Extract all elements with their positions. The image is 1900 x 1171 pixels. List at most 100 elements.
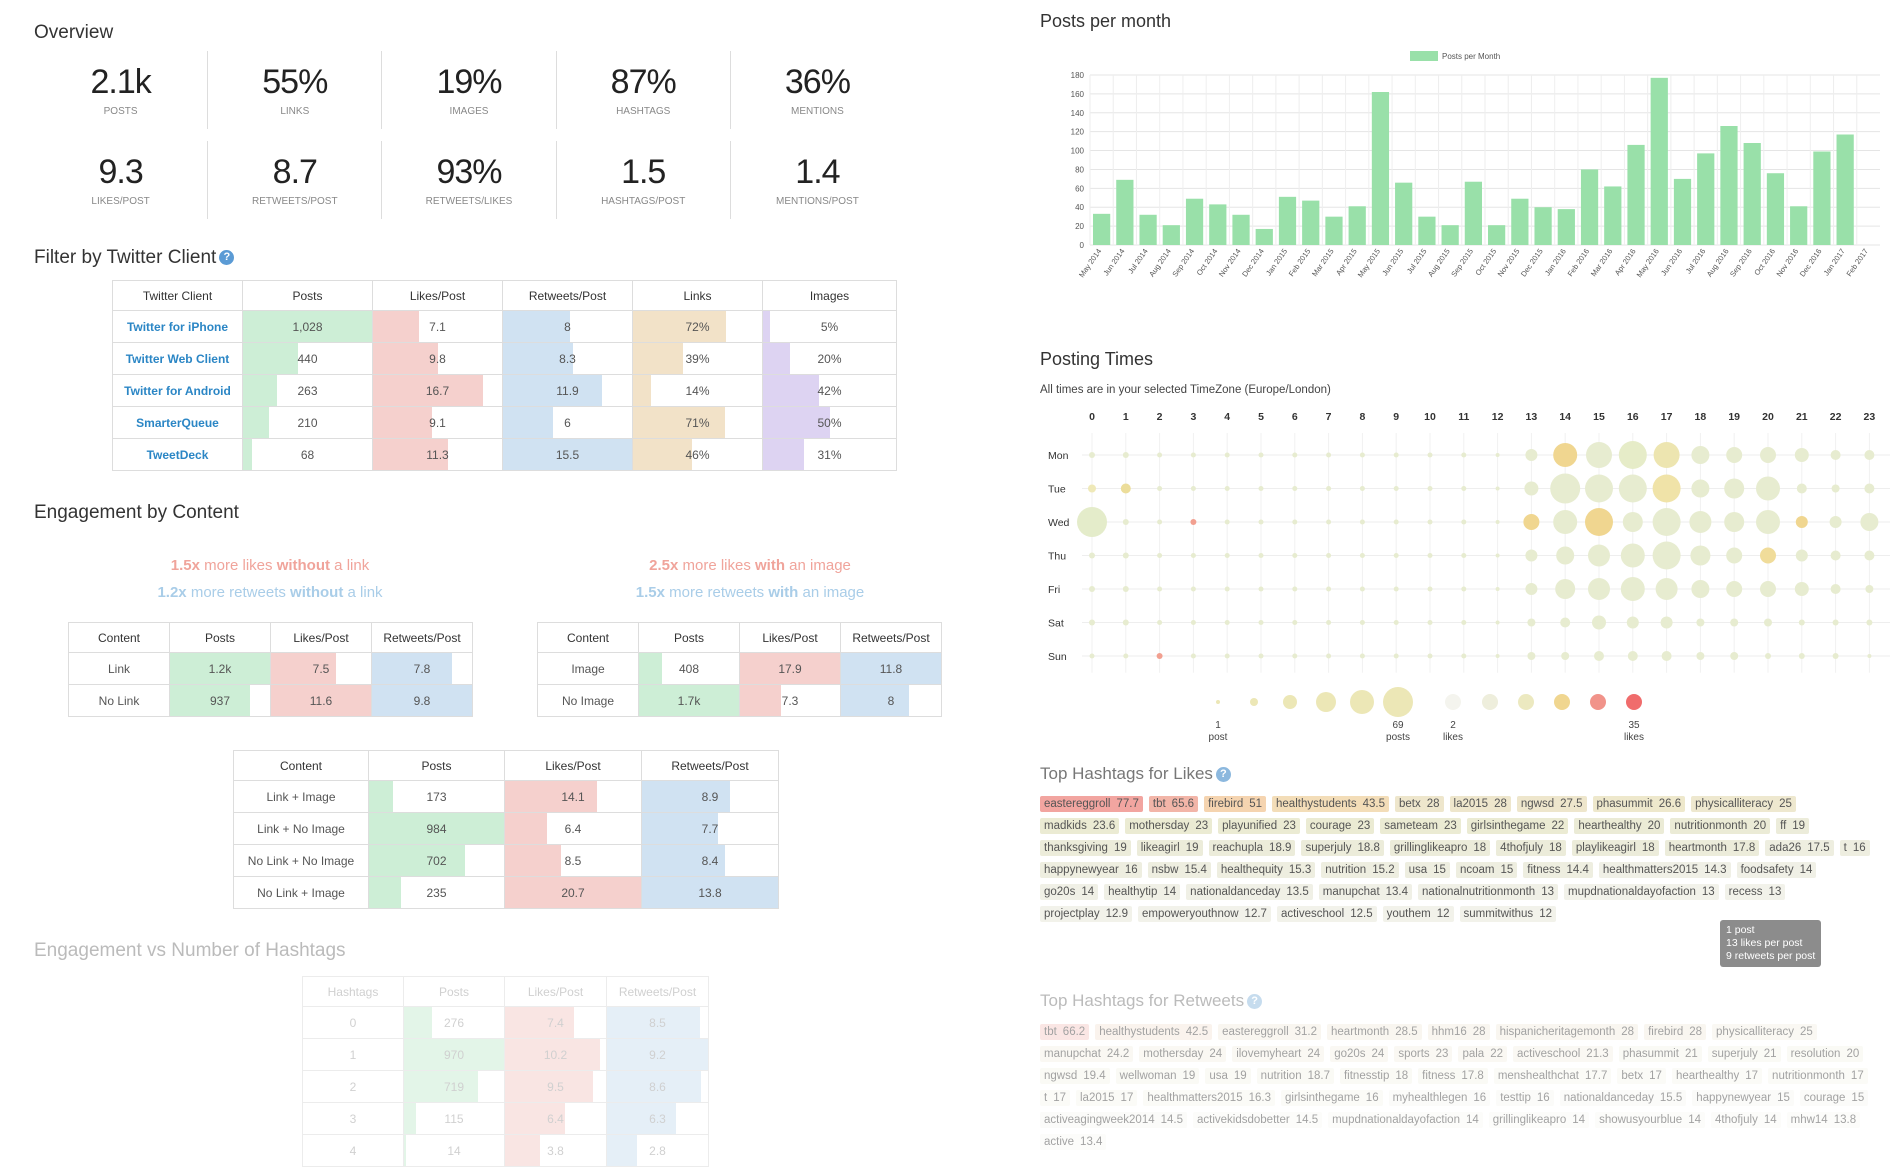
hashtag-chip[interactable]: foodsafety 14 bbox=[1736, 862, 1817, 878]
column-header[interactable]: Retweets/Post bbox=[840, 622, 942, 653]
column-header[interactable]: Twitter Client bbox=[112, 280, 243, 311]
hashtag-chip[interactable]: fitness 17.8 bbox=[1418, 1068, 1488, 1084]
hashtag-chip[interactable]: go20s 24 bbox=[1330, 1046, 1389, 1062]
hashtag-chip[interactable]: tbt 66.2 bbox=[1040, 1024, 1090, 1040]
hashtag-chip[interactable]: tbt 65.6 bbox=[1148, 796, 1199, 812]
hashtag-chip[interactable]: nutritionmonth 20 bbox=[1670, 818, 1771, 834]
column-header[interactable]: Content bbox=[537, 622, 639, 653]
column-header[interactable]: Posts bbox=[403, 976, 505, 1007]
hashtag-chip[interactable]: activeschool 21.3 bbox=[1513, 1046, 1613, 1062]
client-link[interactable]: TweetDeck bbox=[112, 438, 243, 471]
column-header[interactable]: Likes/Post bbox=[739, 622, 841, 653]
hashtag-chip[interactable]: grillinglikeapro 14 bbox=[1488, 1112, 1590, 1128]
hashtag-chip[interactable]: manupchat 24.2 bbox=[1040, 1046, 1134, 1062]
hashtag-chip[interactable]: grillinglikeapro 18 bbox=[1389, 840, 1491, 856]
hashtag-chip[interactable]: eastereggroll 31.2 bbox=[1218, 1024, 1322, 1040]
hashtag-chip[interactable]: ngwsd 19.4 bbox=[1040, 1068, 1110, 1084]
hashtag-chip[interactable]: usa 19 bbox=[1205, 1068, 1251, 1084]
hashtag-chip[interactable]: happynewyear 15 bbox=[1692, 1090, 1794, 1106]
hashtag-chip[interactable]: nutrition 18.7 bbox=[1256, 1068, 1334, 1084]
column-header[interactable]: Retweets/Post bbox=[371, 622, 473, 653]
client-link[interactable]: SmarterQueue bbox=[112, 406, 243, 439]
hashtag-chip[interactable]: nsbw 15.4 bbox=[1147, 862, 1211, 878]
hashtag-chip[interactable]: physicalliteracy 25 bbox=[1712, 1024, 1817, 1040]
hashtag-chip[interactable]: 4thofjuly 14 bbox=[1710, 1112, 1781, 1128]
hashtag-chip[interactable]: nationaldanceday 15.5 bbox=[1559, 1090, 1687, 1106]
hashtag-chip[interactable]: sameteam 23 bbox=[1380, 818, 1461, 834]
column-header[interactable]: Likes/Post bbox=[504, 750, 642, 781]
hashtag-chip[interactable]: pala 22 bbox=[1458, 1046, 1507, 1062]
column-header[interactable]: Likes/Post bbox=[504, 976, 607, 1007]
info-icon[interactable]: ? bbox=[219, 250, 235, 266]
hashtag-chip[interactable]: healthequity 15.3 bbox=[1216, 862, 1316, 878]
hashtag-chip[interactable]: nationaldanceday 13.5 bbox=[1186, 884, 1313, 900]
hashtag-chip[interactable]: ff 19 bbox=[1776, 818, 1810, 834]
table-row[interactable]: TweetDeck 68 11.3 15.5 46% 31% bbox=[112, 438, 897, 471]
hashtag-chip[interactable]: firebird 51 bbox=[1204, 796, 1267, 812]
hashtag-chip[interactable]: ilovemyheart 24 bbox=[1232, 1046, 1325, 1062]
hashtag-chip[interactable]: phasummit 21 bbox=[1618, 1046, 1702, 1062]
hashtag-chip[interactable]: resolution 20 bbox=[1786, 1046, 1864, 1062]
hashtag-chip[interactable]: nutrition 15.2 bbox=[1321, 862, 1399, 878]
hashtag-chip[interactable]: fitness 14.4 bbox=[1523, 862, 1593, 878]
hashtag-chip[interactable]: active 13.4 bbox=[1040, 1134, 1107, 1150]
column-header[interactable]: Content bbox=[68, 622, 170, 653]
hashtag-chip[interactable]: healthytip 14 bbox=[1104, 884, 1181, 900]
hashtag-chip[interactable]: sports 23 bbox=[1394, 1046, 1453, 1062]
hashtag-chip[interactable]: betx 17 bbox=[1617, 1068, 1666, 1084]
hashtag-chip[interactable]: playunified 23 bbox=[1218, 818, 1300, 834]
hashtag-chip[interactable]: hearthealthy 20 bbox=[1574, 818, 1665, 834]
hashtag-chip[interactable]: projectplay 12.9 bbox=[1040, 906, 1133, 922]
hashtag-chip[interactable]: activekidsdobetter 14.5 bbox=[1193, 1112, 1323, 1128]
hashtag-chip[interactable]: healthmatters2015 14.3 bbox=[1598, 862, 1731, 878]
column-header[interactable]: Hashtags bbox=[302, 976, 404, 1007]
hashtag-chip[interactable]: la2015 28 bbox=[1449, 796, 1511, 812]
hashtag-chip[interactable]: hearthealthy 17 bbox=[1671, 1068, 1763, 1084]
hashtag-chip[interactable]: youthem 12 bbox=[1382, 906, 1454, 922]
hashtag-chip[interactable]: thanksgiving 19 bbox=[1040, 840, 1131, 856]
table-row[interactable]: Twitter for Android 263 16.7 11.9 14% 42% bbox=[112, 374, 897, 407]
hashtag-chip[interactable]: hispanicheritagemonth 28 bbox=[1495, 1024, 1639, 1040]
column-header[interactable]: Links bbox=[632, 280, 763, 311]
hashtag-chip[interactable]: mupdnationaldayofaction 13 bbox=[1564, 884, 1719, 900]
hashtag-chip[interactable]: menshealthchat 17.7 bbox=[1493, 1068, 1612, 1084]
hashtag-chip[interactable]: betx 28 bbox=[1394, 796, 1444, 812]
hashtag-chip[interactable]: mupdnationaldayofaction 14 bbox=[1328, 1112, 1483, 1128]
hashtag-chip[interactable]: ngwsd 27.5 bbox=[1516, 796, 1587, 812]
client-link[interactable]: Twitter for iPhone bbox=[112, 310, 243, 343]
hashtag-chip[interactable]: courage 23 bbox=[1305, 818, 1375, 834]
column-header[interactable]: Retweets/Post bbox=[641, 750, 779, 781]
table-row[interactable]: Twitter Web Client 440 9.8 8.3 39% 20% bbox=[112, 342, 897, 375]
column-header[interactable]: Retweets/Post bbox=[502, 280, 633, 311]
hashtag-chip[interactable]: manupchat 13.4 bbox=[1318, 884, 1413, 900]
hashtag-chip[interactable]: wellwoman 19 bbox=[1115, 1068, 1200, 1084]
column-header[interactable]: Likes/Post bbox=[372, 280, 503, 311]
hashtag-chip[interactable]: heartmonth 17.8 bbox=[1664, 840, 1760, 856]
hashtag-chip[interactable]: healthystudents 43.5 bbox=[1272, 796, 1389, 812]
hashtag-chip[interactable]: physicalliteracy 25 bbox=[1691, 796, 1796, 812]
hashtag-chip[interactable]: nationalnutritionmonth 13 bbox=[1418, 884, 1558, 900]
hashtag-chip[interactable]: firebird 28 bbox=[1644, 1024, 1707, 1040]
hashtag-chip[interactable]: summitwithus 12 bbox=[1459, 906, 1556, 922]
column-header[interactable]: Posts bbox=[169, 622, 271, 653]
hashtag-chip[interactable]: girlsinthegame 22 bbox=[1466, 818, 1569, 834]
hashtag-chip[interactable]: recess 13 bbox=[1724, 884, 1786, 900]
hashtag-chip[interactable]: myhealthlegen 16 bbox=[1388, 1090, 1491, 1106]
hashtag-chip[interactable]: ncoam 15 bbox=[1455, 862, 1518, 878]
hashtag-chip[interactable]: mothersday 24 bbox=[1139, 1046, 1227, 1062]
hashtag-chip[interactable]: superjuly 21 bbox=[1707, 1046, 1781, 1062]
hashtag-chip[interactable]: nutritionmonth 17 bbox=[1768, 1068, 1868, 1084]
hashtag-chip[interactable]: happynewyear 16 bbox=[1040, 862, 1142, 878]
hashtag-chip[interactable]: go20s 14 bbox=[1040, 884, 1099, 900]
hashtag-chip[interactable]: likeagirl 19 bbox=[1136, 840, 1203, 856]
hashtag-chip[interactable]: empoweryouthnow 12.7 bbox=[1138, 906, 1271, 922]
column-header[interactable]: Content bbox=[233, 750, 369, 781]
hashtag-chip[interactable]: heartmonth 28.5 bbox=[1327, 1024, 1422, 1040]
hashtag-chip[interactable]: superjuly 18.8 bbox=[1301, 840, 1384, 856]
table-row[interactable]: Twitter for iPhone 1,028 7.1 8 72% 5% bbox=[112, 310, 897, 343]
hashtag-chip[interactable]: t 17 bbox=[1040, 1090, 1070, 1106]
hashtag-chip[interactable]: activeagingweek2014 14.5 bbox=[1040, 1112, 1187, 1128]
hashtag-chip[interactable]: ada26 17.5 bbox=[1765, 840, 1834, 856]
hashtag-chip[interactable]: 4thofjuly 18 bbox=[1496, 840, 1566, 856]
hashtag-chip[interactable]: eastereggroll 77.7 bbox=[1040, 796, 1143, 812]
